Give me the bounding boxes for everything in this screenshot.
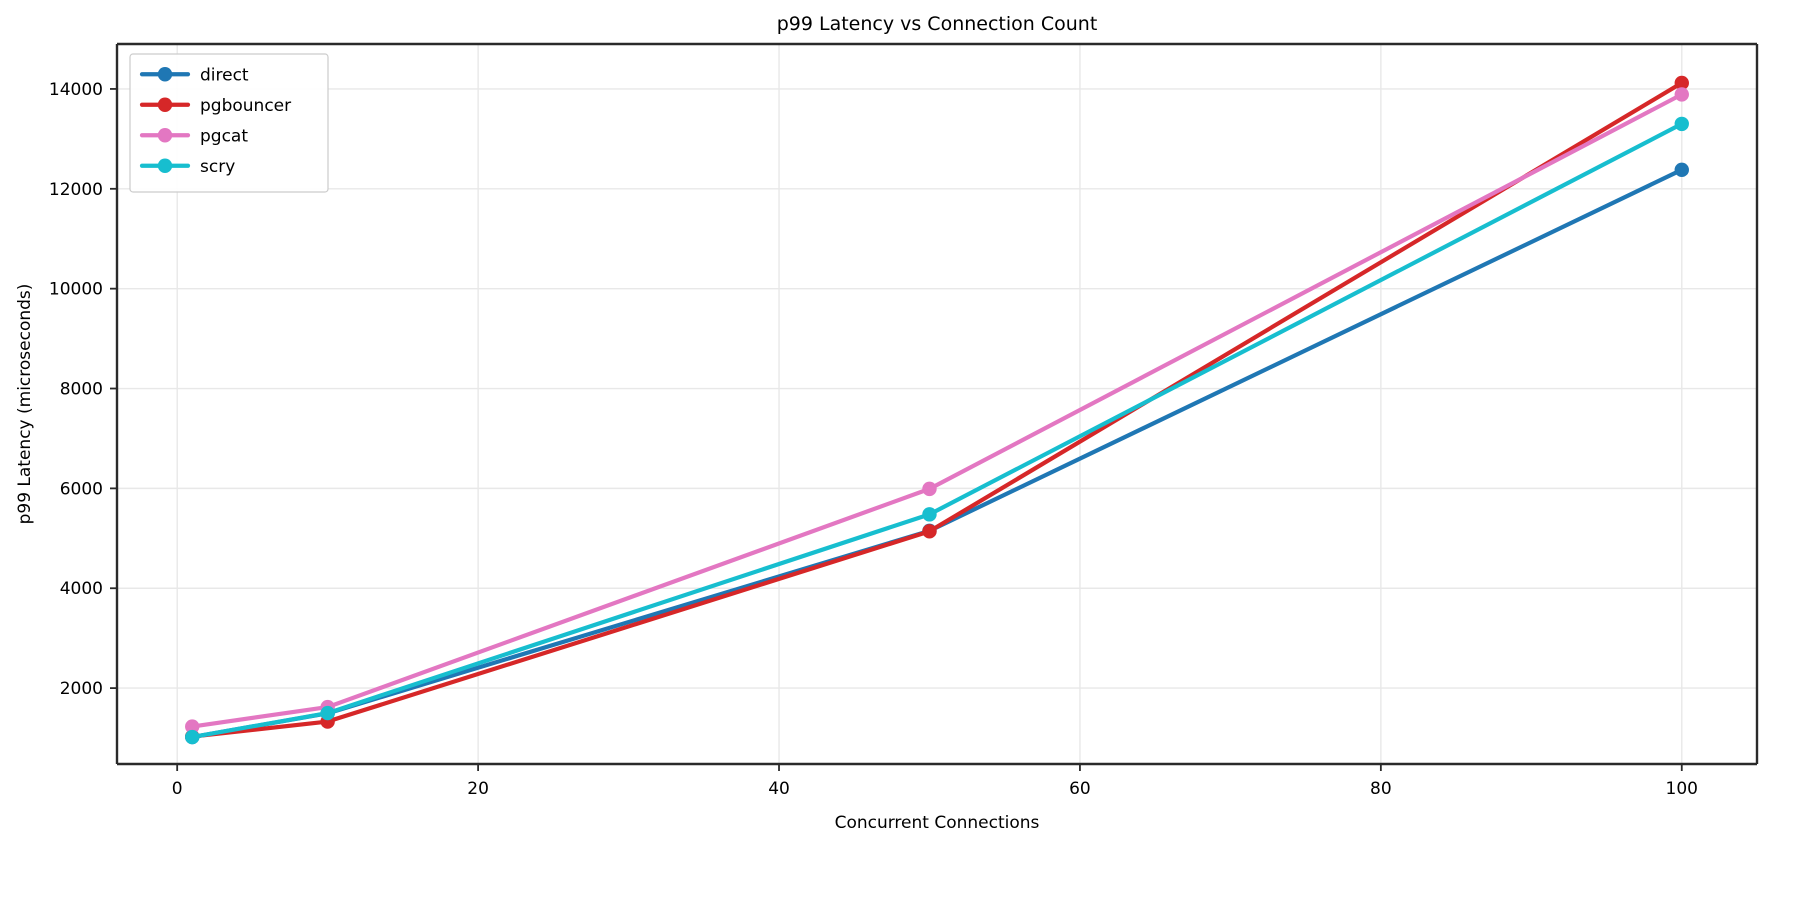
- data-point: [1674, 75, 1689, 91]
- y-axis-label: p99 Latency (microseconds): [15, 284, 35, 525]
- axes-spines: [115, 42, 1759, 766]
- series-line-direct: [190, 167, 1684, 740]
- grid-layer: [117, 44, 1757, 764]
- series-line-scry: [190, 121, 1684, 740]
- data-point: [922, 524, 937, 539]
- legend-swatch-marker: [157, 97, 173, 112]
- legend-item-pgcat[interactable]: pgcat: [139, 126, 248, 146]
- x-tick-label: 100: [1666, 779, 1698, 799]
- data-point: [185, 719, 200, 734]
- series-line-pgcat: [190, 92, 1684, 729]
- y-tick-label: 2000: [60, 679, 103, 699]
- y-tick-label: 14000: [49, 80, 103, 100]
- series-direct: [185, 162, 1689, 745]
- data-point: [1674, 87, 1689, 102]
- series-pgbouncer: [185, 75, 1689, 744]
- y-tick-label: 8000: [60, 380, 103, 400]
- x-axis-label: Concurrent Connections: [835, 813, 1040, 833]
- page-title: p99 Latency vs Connection Count: [777, 13, 1098, 35]
- data-point: [320, 705, 335, 721]
- x-tick-label: 40: [768, 779, 790, 799]
- legend-box: [129, 53, 329, 193]
- y-tick-label: 4000: [60, 579, 103, 599]
- series-layer: [185, 75, 1689, 745]
- data-point: [185, 729, 200, 745]
- series-scry: [185, 116, 1689, 745]
- legend-item-pgbouncer[interactable]: pgbouncer: [139, 96, 291, 116]
- series-pgcat: [185, 87, 1689, 734]
- x-tick-label: 60: [1069, 779, 1091, 799]
- legend-label: pgcat: [200, 126, 248, 146]
- data-point: [1674, 162, 1689, 178]
- axis-labels: p99 Latency vs Connection Count Concurre…: [15, 13, 1097, 833]
- data-point: [1674, 116, 1689, 132]
- x-tick-label: 0: [172, 779, 183, 799]
- x-tick-label: 20: [467, 779, 489, 799]
- legend-swatch-marker: [157, 67, 173, 82]
- legend-swatch-marker: [157, 158, 173, 173]
- legend-label: scry: [200, 157, 235, 177]
- y-tick-label: 6000: [60, 479, 103, 499]
- y-tick-label: 12000: [49, 180, 103, 200]
- data-point: [922, 481, 937, 497]
- legend-label: direct: [200, 65, 249, 85]
- data-point: [922, 507, 937, 522]
- axis-ticks: 0 20 40 60 80 100 2000 4000 6000 8000 10000 12000 14…: [49, 80, 1698, 799]
- legend[interactable]: direct pgbouncer pgcat scry: [129, 53, 329, 193]
- legend-item-direct[interactable]: direct: [139, 65, 249, 85]
- series-line-pgbouncer: [190, 80, 1684, 739]
- legend-swatch-marker: [157, 128, 173, 143]
- x-tick-label: 80: [1370, 779, 1392, 799]
- legend-item-scry[interactable]: scry: [139, 157, 235, 177]
- y-tick-label: 10000: [49, 280, 103, 300]
- legend-label: pgbouncer: [200, 96, 291, 116]
